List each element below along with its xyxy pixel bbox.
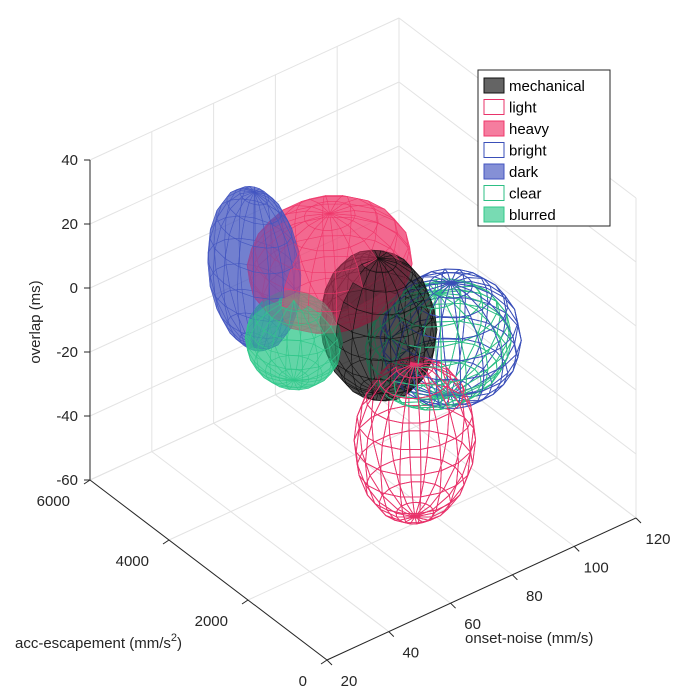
ellipsoid-face-blurred xyxy=(285,379,303,388)
grid-line xyxy=(247,457,558,601)
grid-line xyxy=(151,451,390,632)
legend-swatch-bright xyxy=(483,142,505,158)
legend-label-dark: dark xyxy=(509,164,539,181)
ellipsoid-face-blurred xyxy=(285,354,303,370)
x-tick-label: 100 xyxy=(584,559,609,576)
legend-label-clear: clear xyxy=(509,186,542,203)
ellipsoid-face-light xyxy=(439,437,459,472)
ellipsoids xyxy=(207,186,522,525)
x-tick xyxy=(388,631,395,637)
grid-line xyxy=(275,394,513,576)
ellipsoid-face-light xyxy=(370,409,391,443)
ellipsoid-face-mechanical xyxy=(370,337,392,362)
grid-line xyxy=(89,17,400,161)
legend-swatch-clear xyxy=(483,185,505,201)
y-tick-label: 4000 xyxy=(116,553,149,570)
x-tick xyxy=(512,574,518,581)
z-tick-label: 40 xyxy=(61,152,78,169)
grid-line xyxy=(398,145,637,327)
legend-swatch-heavy xyxy=(483,120,505,137)
ellipsoid-face-light xyxy=(420,444,442,476)
ellipsoid-face-bright xyxy=(436,338,461,362)
legend: mechanical light heavy bright dark clear blurr… xyxy=(477,69,611,227)
ellipsoid-face-light xyxy=(461,416,474,453)
ellipsoid-face-heavy xyxy=(307,292,338,312)
ellipsoid-face-dark xyxy=(268,272,285,300)
ellipsoid-face-light xyxy=(408,430,430,458)
x-tick-label: 60 xyxy=(464,616,481,633)
x-axis-label: onset-noise (mm/s) xyxy=(465,630,593,647)
tick-labels: 20 40 60 80 100 120 0 2000 4000 6000 -60 -40 -20 0 20 4… xyxy=(37,152,671,690)
ellipsoid-face-light xyxy=(356,394,368,429)
ellipsoid-face-mechanical xyxy=(370,313,391,340)
z-tick-label: 20 xyxy=(61,216,78,233)
x-tick xyxy=(635,517,642,524)
x-tick-label: 20 xyxy=(341,673,358,690)
ellipsoid-face-light xyxy=(400,422,422,450)
z-tick-label: -20 xyxy=(56,344,78,361)
legend-label-light: light xyxy=(509,100,537,117)
ellipsoid-face-mechanical xyxy=(390,335,411,362)
legend-swatch-blurred xyxy=(483,206,505,223)
legend-label-heavy: heavy xyxy=(509,121,550,138)
x-axis-line xyxy=(326,517,637,661)
ellipsoid-face-light xyxy=(387,404,410,436)
y-tick-label: 2000 xyxy=(195,613,228,630)
ellipsoid-face-mechanical xyxy=(352,309,373,338)
ellipsoid-face-bright xyxy=(441,297,457,319)
legend-label-mechanical: mechanical xyxy=(509,78,585,95)
legend-swatch-light xyxy=(483,99,505,115)
grid-line xyxy=(89,81,400,225)
ellipsoid-face-light xyxy=(434,460,456,490)
y-tick-label: 6000 xyxy=(37,493,70,510)
axes xyxy=(83,159,642,666)
x-tick-label: 40 xyxy=(402,645,419,662)
ellipsoid-face-dark xyxy=(238,241,254,273)
ellipsoid-face-mechanical xyxy=(371,291,389,316)
z-tick-label: -60 xyxy=(56,472,78,489)
x-tick-label: 80 xyxy=(526,588,543,605)
y-tick xyxy=(83,479,91,485)
legend-swatch-dark xyxy=(483,163,505,180)
z-tick-label: -40 xyxy=(56,408,78,425)
y-tick xyxy=(162,539,170,545)
x-tick-label: 120 xyxy=(645,531,670,548)
grid-line xyxy=(398,209,637,391)
grid-line xyxy=(213,422,451,604)
ellipsoid-face-mechanical xyxy=(370,359,392,381)
x-tick xyxy=(326,659,333,666)
ellipsoid-face-blurred xyxy=(285,339,303,357)
ellipsoid-face-dark xyxy=(253,246,270,275)
ellipsoid-face-light xyxy=(419,419,441,450)
y-tick xyxy=(241,599,249,605)
ellipsoid-face-blurred xyxy=(301,352,319,370)
legend-label-blurred: blurred xyxy=(509,207,556,224)
z-axis-label: overlap (ms) xyxy=(27,280,44,363)
legend-swatch-mechanical xyxy=(483,77,505,94)
ellipsoid-face-blurred xyxy=(286,324,302,341)
legend-label-bright: bright xyxy=(509,143,547,160)
y-tick-label: 0 xyxy=(299,673,307,690)
x-tick xyxy=(450,602,456,609)
x-tick xyxy=(573,546,580,552)
z-tick-label: 0 xyxy=(70,280,78,297)
ellipsoid-face-heavy xyxy=(308,271,337,294)
ellipsoid-face-blurred xyxy=(285,368,303,381)
y-tick xyxy=(320,659,328,665)
y-axis-label: acc-escapement (mm/s2) xyxy=(15,632,182,652)
y-axis-line xyxy=(89,479,328,661)
grid-line xyxy=(398,337,637,519)
ellipsoid-face-dark xyxy=(253,271,270,300)
